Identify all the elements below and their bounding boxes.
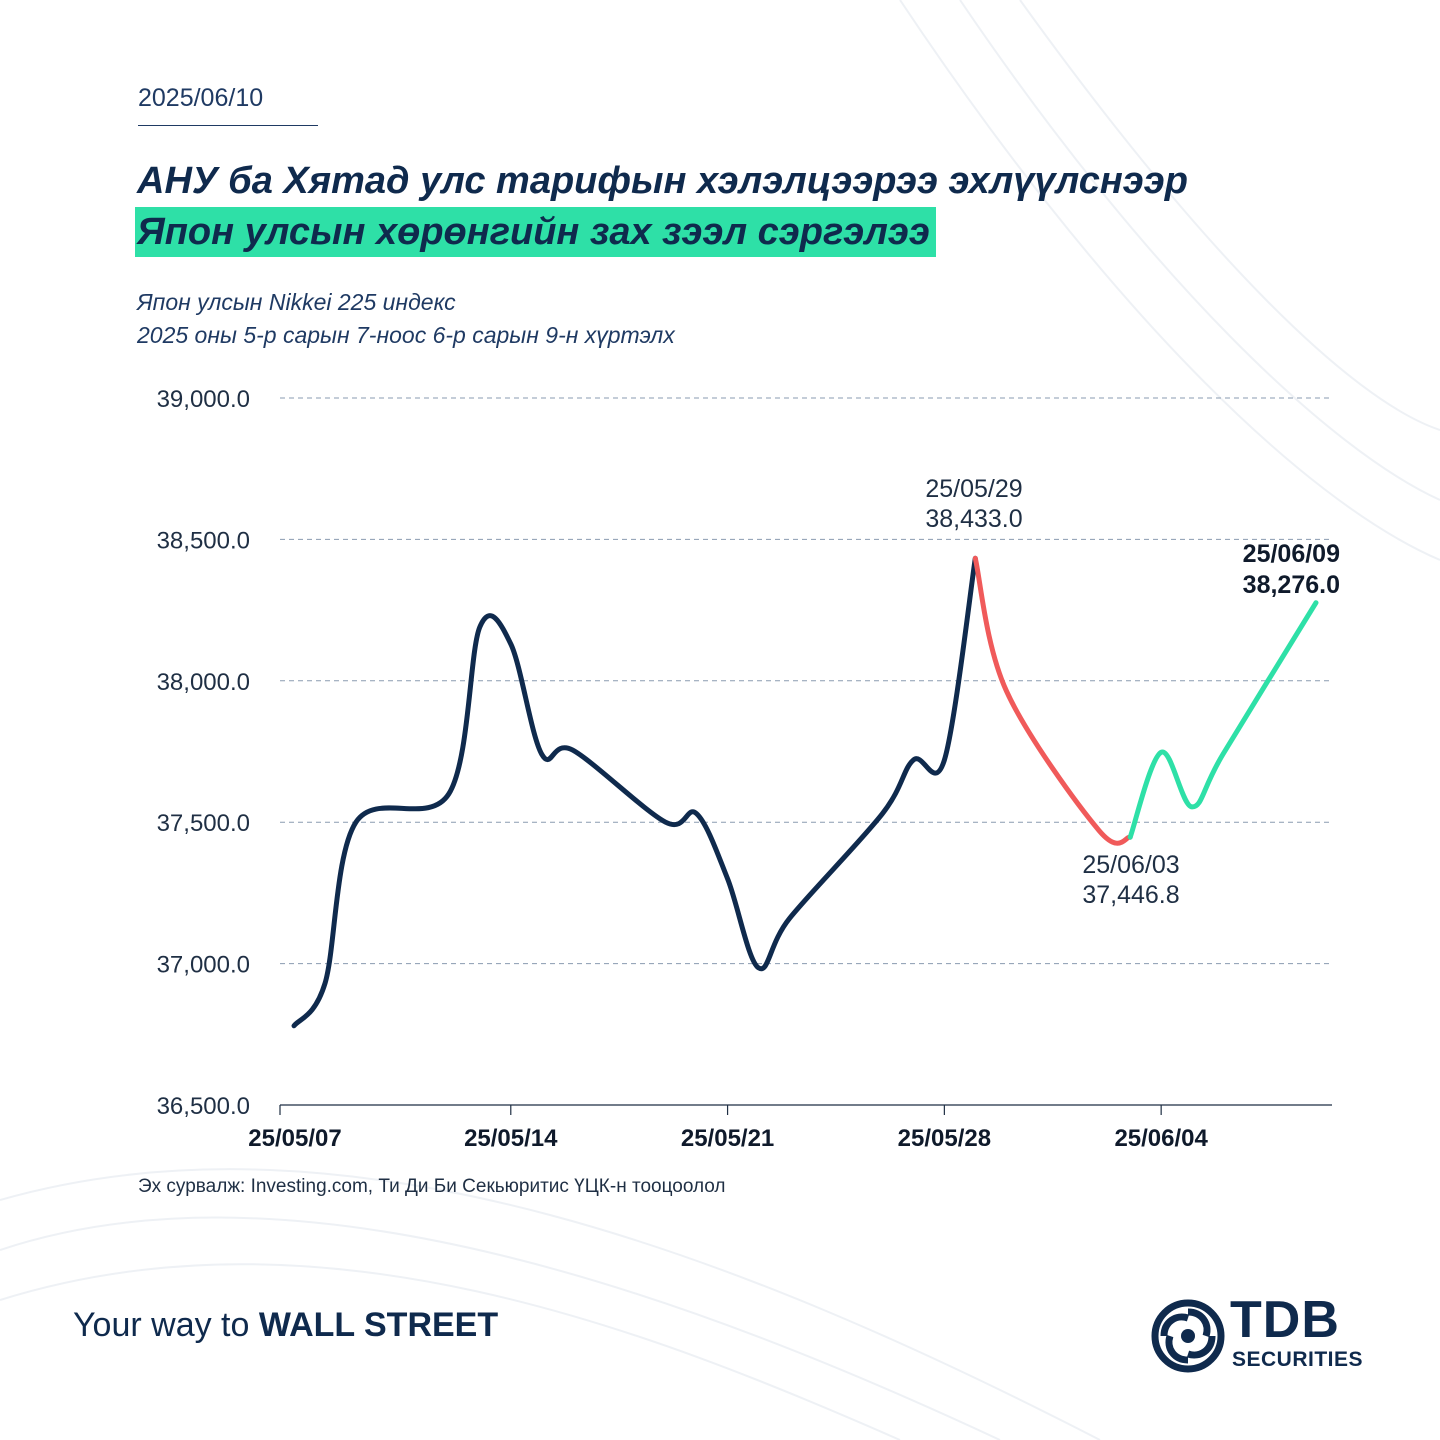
y-tick-label: 37,000.0: [157, 952, 250, 979]
annotation-date-label: 25/06/09: [1243, 540, 1340, 568]
series-line-recovery: [1127, 600, 1319, 840]
annotation-value-label: 38,276.0: [1243, 571, 1340, 599]
series-line-decline: [972, 555, 1133, 846]
annotation-date-label: 25/05/29: [925, 475, 1022, 503]
annotation-date-label: 25/06/03: [1082, 851, 1179, 879]
y-tick-label: 38,500.0: [157, 527, 250, 554]
y-tick-label: 39,000.0: [157, 386, 250, 413]
tagline-bold: WALL STREET: [258, 1306, 499, 1344]
x-tick-label: 25/05/21: [681, 1125, 774, 1152]
headline-line-1: АНУ ба Хятад улс тарифын хэлэлцээрээ эхл…: [137, 160, 1188, 202]
tagline: Your way to WALL STREET: [73, 1306, 498, 1345]
logo-subtitle: SECURITIES: [1232, 1348, 1364, 1371]
x-tick-label: 25/05/07: [248, 1125, 341, 1152]
x-tick-label: 25/06/04: [1114, 1125, 1208, 1152]
source-note: Эх сурвалж: Investing.com, Ти Ди Би Секь…: [138, 1176, 726, 1197]
y-tick-label: 36,500.0: [157, 1093, 250, 1120]
logo-name: TDB: [1230, 1291, 1340, 1349]
tagline-prefix: Your way to: [73, 1306, 259, 1344]
headline-line-2-highlighted: Япон улсын хөрөнгийн зах зээл сэргэлээ: [135, 207, 936, 257]
date-underline: [138, 125, 318, 126]
chart-subtitle-period: 2025 оны 5-р сарын 7-ноос 6-р сарын 9-н …: [137, 322, 675, 348]
y-tick-label: 38,000.0: [157, 669, 250, 696]
chart-subtitle-index: Япон улсын Nikkei 225 индекс: [137, 289, 456, 315]
annotation-value-label: 37,446.8: [1082, 881, 1179, 909]
annotation-value-label: 38,433.0: [925, 505, 1022, 533]
x-tick-label: 25/05/28: [898, 1125, 991, 1152]
report-date: 2025/06/10: [138, 84, 264, 112]
x-tick-label: 25/05/14: [464, 1125, 558, 1152]
tdb-securities-logo: TDB SECURITIES: [1150, 1290, 1380, 1380]
y-tick-label: 37,500.0: [157, 810, 250, 837]
series-line-rise: [291, 555, 978, 1029]
tdb-knot-icon: [1151, 1299, 1225, 1373]
